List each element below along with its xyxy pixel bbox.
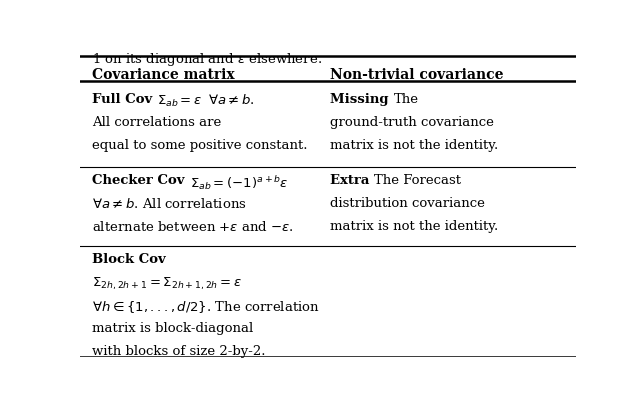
Text: ground-truth covariance: ground-truth covariance: [330, 116, 494, 129]
Text: $\Sigma_{ab}=(-1)^{a+b}\varepsilon$: $\Sigma_{ab}=(-1)^{a+b}\varepsilon$: [189, 174, 288, 192]
Text: All correlations are: All correlations are: [92, 116, 221, 129]
Text: Full Cov: Full Cov: [92, 93, 157, 106]
Text: with blocks of size 2-by-2.: with blocks of size 2-by-2.: [92, 345, 266, 358]
Text: The Forecast: The Forecast: [374, 174, 461, 187]
Text: distribution covariance: distribution covariance: [330, 197, 485, 210]
Text: Missing: Missing: [330, 93, 394, 106]
Text: $\Sigma_{ab}=\varepsilon \;\; \forall a\neq b$.: $\Sigma_{ab}=\varepsilon \;\; \forall a\…: [157, 93, 255, 109]
Text: Covariance matrix: Covariance matrix: [92, 68, 235, 82]
Text: $\forall h\in\{1,...,d/2\}$. The correlation: $\forall h\in\{1,...,d/2\}$. The correla…: [92, 299, 320, 315]
Text: alternate between $+\varepsilon$ and $-\varepsilon$.: alternate between $+\varepsilon$ and $-\…: [92, 220, 294, 234]
Text: $\Sigma_{2h,2h+1}=\Sigma_{2h+1,2h}=\varepsilon$: $\Sigma_{2h,2h+1}=\Sigma_{2h+1,2h}=\vare…: [92, 275, 243, 292]
Text: The: The: [394, 93, 419, 106]
Text: equal to some positive constant.: equal to some positive constant.: [92, 139, 308, 152]
Text: $\forall a\neq b$. All correlations: $\forall a\neq b$. All correlations: [92, 197, 247, 211]
Text: matrix is block-diagonal: matrix is block-diagonal: [92, 322, 253, 335]
Text: Extra: Extra: [330, 174, 374, 187]
Text: Non-trivial covariance: Non-trivial covariance: [330, 68, 504, 82]
Text: Checker Cov: Checker Cov: [92, 174, 189, 187]
Text: matrix is not the identity.: matrix is not the identity.: [330, 139, 499, 152]
Text: Block Cov: Block Cov: [92, 253, 166, 265]
Text: matrix is not the identity.: matrix is not the identity.: [330, 220, 499, 233]
Text: 1 on its diagonal and $\varepsilon$ elsewhere.: 1 on its diagonal and $\varepsilon$ else…: [92, 51, 323, 68]
